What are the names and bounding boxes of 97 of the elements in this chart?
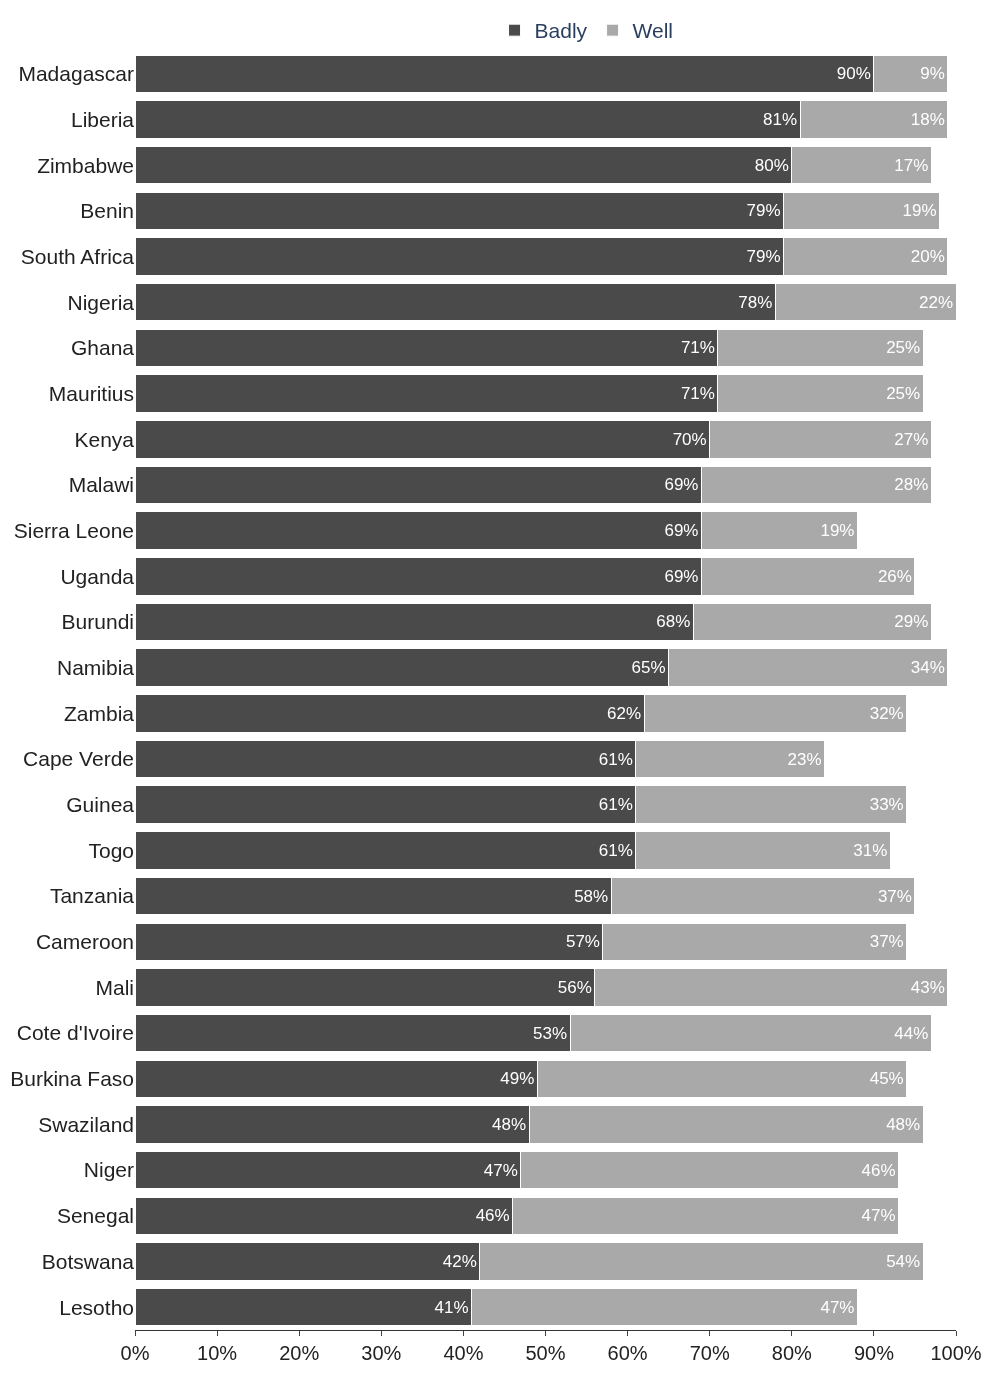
data-label: 49% xyxy=(500,1069,535,1089)
data-label: 23% xyxy=(787,749,822,769)
y-tick-label: Cameroon xyxy=(35,930,134,954)
data-label: 71% xyxy=(680,384,715,404)
data-label: 54% xyxy=(886,1251,921,1271)
y-tick-label: Liberia xyxy=(70,107,135,131)
data-label: 29% xyxy=(894,612,929,632)
data-label: 61% xyxy=(598,749,633,769)
data-label: 37% xyxy=(877,886,912,906)
data-label: 61% xyxy=(598,795,633,815)
data-label: 41% xyxy=(434,1297,469,1317)
data-label: 65% xyxy=(631,658,666,678)
x-tick-label: 40% xyxy=(443,1342,484,1364)
data-label: 44% xyxy=(894,1023,929,1043)
y-tick-label: Ghana xyxy=(70,336,135,360)
data-label: 27% xyxy=(894,429,929,449)
data-label: 80% xyxy=(754,155,789,175)
data-label: 47% xyxy=(861,1206,896,1226)
data-label: 78% xyxy=(738,292,773,312)
data-label: 70% xyxy=(672,429,707,449)
y-tick-label: Namibia xyxy=(56,656,135,680)
y-tick-label: Togo xyxy=(88,838,134,862)
y-tick-label: Zimbabwe xyxy=(37,153,134,177)
data-label: 53% xyxy=(533,1023,568,1043)
x-tick-label: 20% xyxy=(279,1342,320,1364)
y-tick-label: Sierra Leone xyxy=(13,518,134,542)
data-label: 81% xyxy=(762,110,798,130)
y-tick-label: Botswana xyxy=(41,1249,135,1273)
data-label: 9% xyxy=(920,64,945,84)
data-label: 48% xyxy=(886,1114,921,1134)
data-label: 20% xyxy=(910,247,945,267)
data-label: 48% xyxy=(492,1114,527,1134)
x-tick-label: 60% xyxy=(607,1342,648,1364)
y-tick-label: Cape Verde xyxy=(23,747,134,771)
data-label: 62% xyxy=(606,703,642,723)
data-label: 17% xyxy=(894,155,929,175)
data-label: 68% xyxy=(656,612,691,632)
x-tick-label: 30% xyxy=(361,1342,402,1364)
y-tick-label: South Africa xyxy=(20,244,135,268)
data-label: 25% xyxy=(886,338,921,358)
data-label: 37% xyxy=(869,932,904,952)
y-tick-label: Zambia xyxy=(63,701,135,725)
legend-label: Badly xyxy=(534,19,588,43)
data-label: 47% xyxy=(820,1297,855,1317)
y-tick-label: Benin xyxy=(80,199,134,223)
data-label: 79% xyxy=(746,247,781,267)
data-label: 32% xyxy=(869,703,904,723)
data-label: 46% xyxy=(475,1206,510,1226)
y-tick-label: Mauritius xyxy=(48,381,134,405)
y-tick-label: Mali xyxy=(95,975,134,999)
data-label: 34% xyxy=(910,658,945,678)
y-tick-label: Uganda xyxy=(60,564,135,588)
data-label: 69% xyxy=(664,521,699,541)
y-tick-label: Guinea xyxy=(66,793,135,817)
x-tick-label: 80% xyxy=(771,1342,813,1364)
y-tick-label: Kenya xyxy=(74,427,135,451)
data-label: 46% xyxy=(861,1160,896,1180)
data-label: 18% xyxy=(910,110,945,130)
data-label: 69% xyxy=(664,475,699,495)
data-label: 43% xyxy=(910,977,945,997)
data-label: 71% xyxy=(680,338,715,358)
y-tick-label: Senegal xyxy=(56,1204,134,1228)
x-tick-label: 0% xyxy=(120,1342,150,1364)
data-label: 25% xyxy=(886,384,921,404)
x-tick-label: 10% xyxy=(197,1342,238,1364)
data-label: 33% xyxy=(869,795,904,815)
y-tick-label: Burkina Faso xyxy=(10,1067,134,1091)
data-label: 47% xyxy=(483,1160,518,1180)
y-tick-label: Nigeria xyxy=(67,290,135,314)
y-tick-label: Cote d'Ivoire xyxy=(16,1021,134,1045)
data-label: 90% xyxy=(836,64,871,84)
data-label: 56% xyxy=(557,977,592,997)
x-tick-label: 100% xyxy=(930,1342,982,1364)
data-label: 45% xyxy=(869,1069,904,1089)
data-label: 28% xyxy=(894,475,929,495)
x-tick-label: 50% xyxy=(525,1342,566,1364)
y-tick-label: Lesotho xyxy=(59,1295,134,1319)
y-tick-label: Swaziland xyxy=(38,1112,134,1136)
x-tick-label: 70% xyxy=(689,1342,730,1364)
data-label: 22% xyxy=(918,292,953,312)
legend-label: Well xyxy=(632,19,674,43)
data-label: 31% xyxy=(853,840,888,860)
y-tick-label: Tanzania xyxy=(49,884,135,908)
data-label: 57% xyxy=(565,932,600,952)
data-label: 61% xyxy=(598,840,633,860)
y-tick-label: Madagascar xyxy=(18,62,135,86)
y-tick-label: Malawi xyxy=(68,473,134,497)
y-tick-label: Niger xyxy=(83,1158,134,1182)
x-tick-label: 90% xyxy=(853,1342,895,1364)
data-label: 19% xyxy=(902,201,937,221)
data-label: 26% xyxy=(877,566,912,586)
data-label: 79% xyxy=(746,201,781,221)
data-label: 58% xyxy=(574,886,609,906)
data-label: 69% xyxy=(664,566,699,586)
data-label: 42% xyxy=(442,1251,477,1271)
data-label: 19% xyxy=(820,521,855,541)
y-tick-label: Burundi xyxy=(61,610,134,634)
